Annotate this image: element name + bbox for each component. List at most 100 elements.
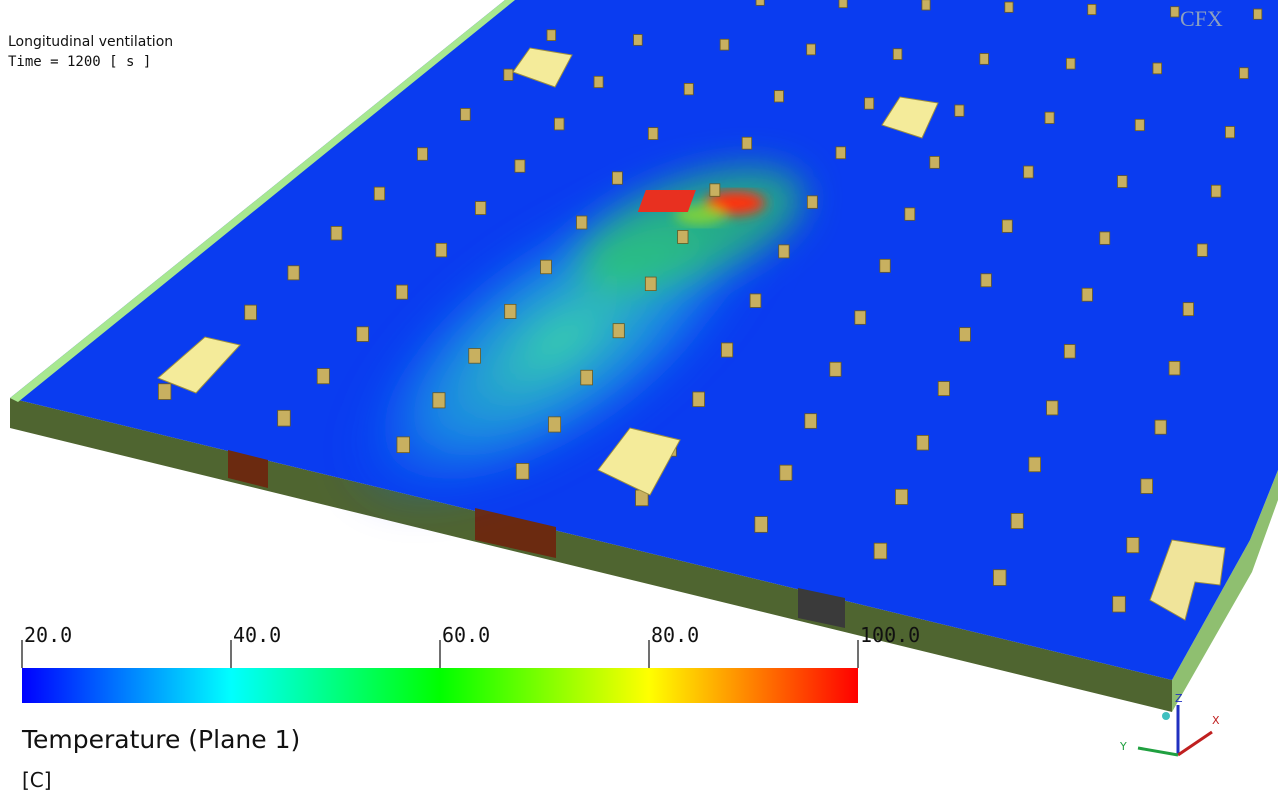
pillar: [1171, 7, 1179, 17]
pillar: [515, 160, 525, 172]
colorbar-unit: [C]: [22, 768, 52, 792]
pillar: [577, 216, 587, 229]
pillar: [865, 98, 874, 109]
pillar: [612, 172, 622, 184]
pillar: [807, 44, 816, 55]
pillar: [693, 392, 705, 407]
pillar: [855, 311, 866, 325]
pillar: [1066, 58, 1075, 69]
pillar: [1064, 345, 1075, 359]
pillar: [1197, 244, 1207, 256]
pillar: [469, 349, 481, 364]
pillar: [930, 156, 940, 168]
pillar: [880, 259, 890, 272]
pillar: [922, 0, 930, 10]
pillar: [742, 137, 752, 149]
pillar: [245, 305, 257, 320]
pillar: [980, 54, 989, 65]
pillar: [436, 243, 447, 257]
pillar: [1169, 361, 1180, 375]
pillar: [1254, 9, 1262, 19]
pillar: [1118, 176, 1128, 188]
pillar: [1047, 401, 1058, 415]
pillar: [1240, 68, 1249, 79]
pillar: [893, 49, 902, 60]
triad-label: Z: [1175, 692, 1183, 705]
pillar: [288, 266, 299, 280]
pillar: [634, 35, 643, 46]
pillar: [433, 393, 445, 408]
pillar: [547, 30, 556, 41]
pillar: [613, 324, 624, 338]
pillar: [505, 304, 516, 318]
pillar: [830, 362, 841, 376]
pillar: [461, 108, 471, 120]
pillar: [836, 147, 846, 159]
pillar: [158, 384, 171, 400]
pillar: [1127, 538, 1139, 553]
pillar: [278, 410, 291, 426]
pillar: [1082, 288, 1092, 301]
triad-label: X: [1212, 714, 1220, 727]
pillar: [955, 105, 964, 116]
pillar: [374, 187, 384, 200]
pillar: [710, 184, 720, 196]
pillar: [779, 245, 789, 258]
pillar: [516, 463, 529, 479]
pillar: [317, 369, 329, 384]
pillar: [905, 208, 915, 220]
pillar: [938, 382, 949, 396]
pillar: [755, 517, 768, 533]
pillar: [1135, 119, 1144, 130]
pillar: [417, 148, 427, 160]
pillar: [839, 0, 847, 8]
pillar: [594, 76, 603, 87]
annotation: Time = 1200 [ s ]: [8, 54, 151, 70]
pillar: [981, 274, 991, 287]
pillar: [1024, 166, 1034, 178]
pillar: [993, 570, 1006, 586]
annotation: Longitudinal ventilation: [8, 34, 173, 50]
pillar: [678, 230, 688, 243]
pillar: [774, 91, 783, 102]
pillar: [874, 543, 887, 559]
pillar: [554, 118, 564, 130]
pillar: [331, 226, 342, 240]
pillar: [541, 260, 552, 274]
pillar: [1153, 63, 1162, 74]
pillar: [895, 489, 907, 504]
pillar: [720, 39, 729, 50]
pillar: [1029, 457, 1041, 472]
pillar: [475, 202, 485, 215]
triad-label: Y: [1119, 740, 1127, 753]
pillar: [1088, 4, 1096, 14]
pillar: [721, 343, 732, 357]
pillar: [357, 327, 369, 342]
colorbar-tick-label: 80.0: [651, 623, 699, 647]
pillar: [1011, 513, 1023, 528]
pillar: [581, 370, 593, 385]
pillar: [1005, 2, 1013, 12]
pillar: [1183, 303, 1193, 316]
pillar: [1100, 232, 1110, 244]
pillar: [756, 0, 764, 5]
pillar: [1141, 479, 1153, 494]
pillar: [960, 328, 971, 342]
fire-source: [638, 190, 696, 212]
pillar: [1045, 112, 1054, 123]
logo: CFX: [1180, 6, 1223, 31]
colorbar: [22, 668, 858, 703]
colorbar-tick-label: 20.0: [24, 623, 72, 647]
pillar: [684, 83, 693, 94]
pillar: [397, 437, 410, 453]
pillar: [1113, 596, 1126, 612]
pillar: [805, 414, 817, 429]
pillar: [396, 285, 407, 299]
pillar: [780, 465, 792, 480]
pillar: [645, 277, 656, 291]
colorbar-tick-label: 60.0: [442, 623, 490, 647]
pillar: [648, 128, 658, 140]
pillar: [1225, 126, 1234, 137]
scene: 20.040.060.080.0100.0 Longitudinal venti…: [0, 0, 1278, 801]
colorbar-tick-label: 100.0: [860, 623, 920, 647]
